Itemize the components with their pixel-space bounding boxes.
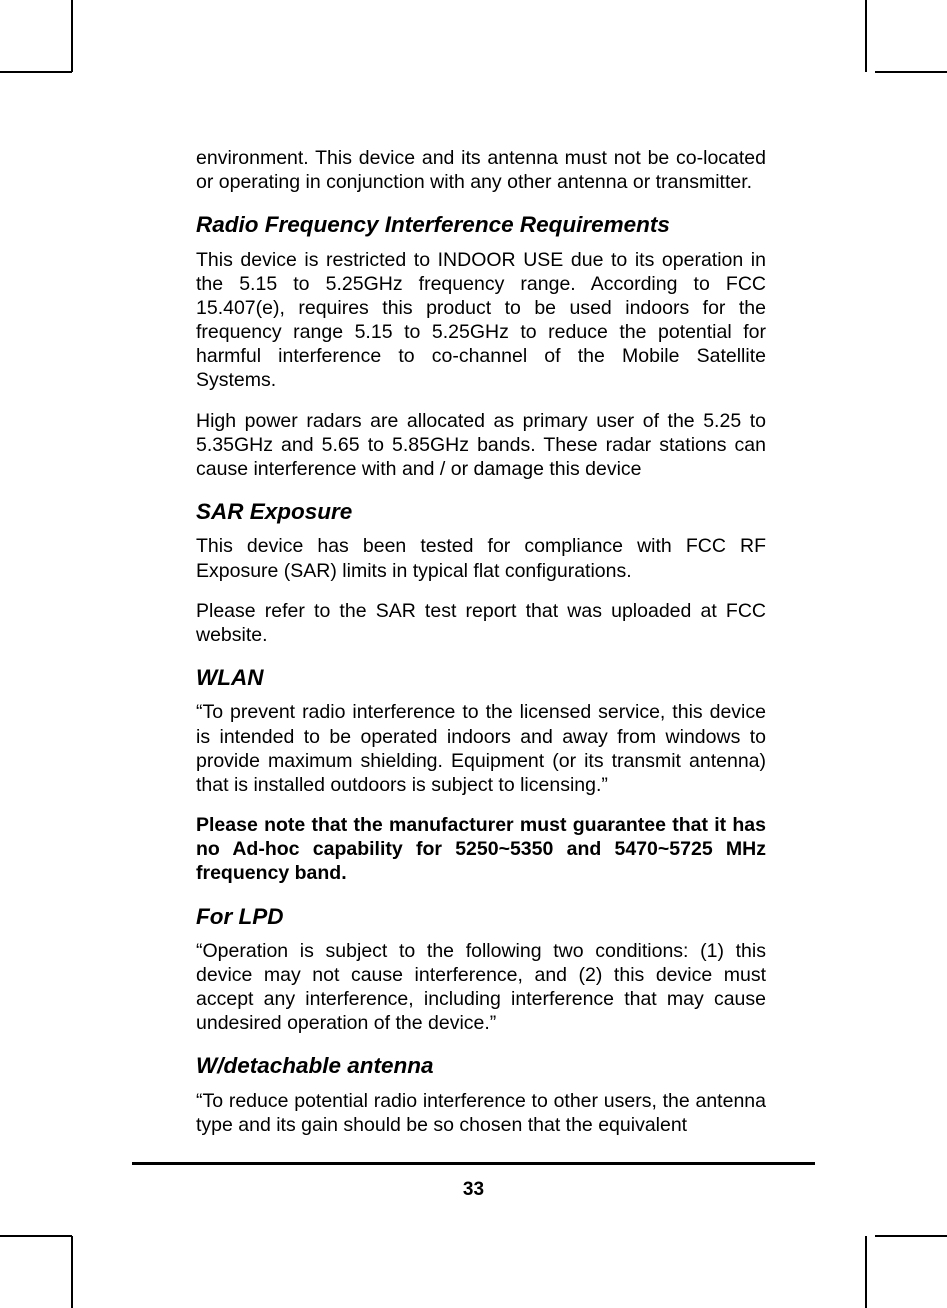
crop-mark — [865, 1236, 867, 1308]
crop-mark — [0, 71, 72, 73]
wlan-paragraph-2: Please note that the manufacturer must g… — [196, 813, 766, 886]
wlan-paragraph-1: “To prevent radio interference to the li… — [196, 700, 766, 797]
page-content: environment. This device and its antenna… — [196, 146, 766, 1137]
sar-paragraph-2: Please refer to the SAR test report that… — [196, 599, 766, 647]
antenna-paragraph-1: “To reduce potential radio interference … — [196, 1089, 766, 1137]
rfi-paragraph-2: High power radars are allocated as prima… — [196, 409, 766, 482]
page-number: 33 — [0, 1179, 947, 1201]
sar-paragraph-1: This device has been tested for complian… — [196, 534, 766, 582]
heading-rfi: Radio Frequency Interference Requirement… — [196, 210, 766, 239]
crop-mark — [71, 1236, 73, 1308]
crop-mark — [875, 1235, 947, 1237]
footer-rule — [132, 1162, 815, 1165]
heading-sar: SAR Exposure — [196, 497, 766, 526]
heading-lpd: For LPD — [196, 902, 766, 931]
heading-wlan: WLAN — [196, 663, 766, 692]
crop-mark — [865, 0, 867, 72]
crop-mark — [875, 71, 947, 73]
crop-mark — [0, 1235, 72, 1237]
intro-paragraph: environment. This device and its antenna… — [196, 146, 766, 194]
crop-mark — [71, 0, 73, 72]
lpd-paragraph-1: “Operation is subject to the following t… — [196, 939, 766, 1036]
rfi-paragraph-1: This device is restricted to INDOOR USE … — [196, 248, 766, 393]
heading-antenna: W/detachable antenna — [196, 1051, 766, 1080]
